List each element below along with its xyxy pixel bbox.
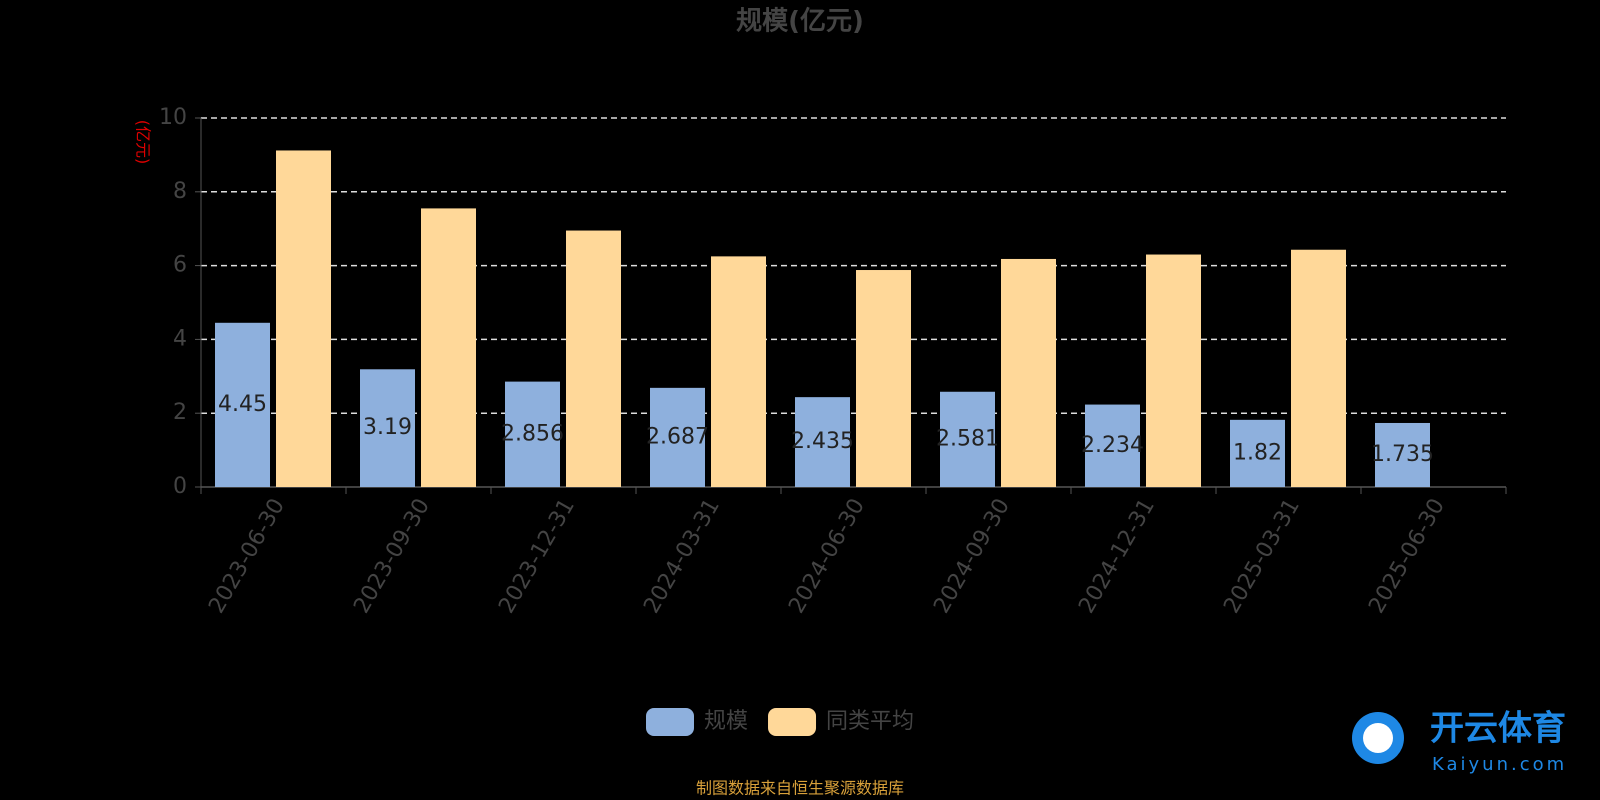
data-label: 1.735 xyxy=(1371,442,1434,467)
data-label: 2.856 xyxy=(501,421,564,446)
legend-swatch xyxy=(768,708,817,736)
bar xyxy=(215,322,270,487)
bar xyxy=(1001,258,1056,487)
bar xyxy=(505,381,560,487)
bar xyxy=(711,256,766,487)
y-tick-label: 2 xyxy=(173,400,187,425)
chart-title: 规模(亿元) xyxy=(736,7,864,37)
source-note: 制图数据来自恒生聚源数据库 xyxy=(696,779,904,798)
logo-ball xyxy=(1363,723,1393,753)
bar xyxy=(795,397,850,487)
y-axis-label: (亿元) xyxy=(134,120,153,165)
bar xyxy=(940,391,995,487)
bar xyxy=(421,208,476,487)
bar xyxy=(650,387,705,487)
legend-label: 规模 xyxy=(704,709,748,734)
watermark-title: 开云体育 xyxy=(1430,709,1566,749)
data-label: 2.435 xyxy=(791,429,854,454)
y-tick-label: 6 xyxy=(173,253,187,278)
legend-label: 同类平均 xyxy=(826,709,914,734)
data-label: 4.45 xyxy=(218,392,267,417)
watermark: 开云体育 Kaiyun.com xyxy=(1352,709,1567,775)
watermark-subtitle: Kaiyun.com xyxy=(1432,754,1567,775)
data-label: 1.82 xyxy=(1233,440,1282,465)
bar xyxy=(360,369,415,487)
y-tick-label: 4 xyxy=(173,326,187,351)
y-tick-label: 10 xyxy=(159,105,187,130)
bar xyxy=(1230,419,1285,487)
bar xyxy=(1291,249,1346,487)
data-label: 2.234 xyxy=(1081,433,1144,458)
bar xyxy=(1375,422,1430,487)
y-tick-label: 8 xyxy=(173,179,187,204)
y-tick-label: 0 xyxy=(173,474,187,499)
bar xyxy=(1146,254,1201,487)
data-label: 2.687 xyxy=(646,424,709,449)
legend-swatch xyxy=(646,708,694,736)
bar xyxy=(1085,404,1140,487)
data-label: 3.19 xyxy=(363,415,412,440)
bar xyxy=(856,270,911,487)
bar xyxy=(566,230,621,488)
bar xyxy=(276,150,331,488)
data-label: 2.581 xyxy=(936,426,999,451)
